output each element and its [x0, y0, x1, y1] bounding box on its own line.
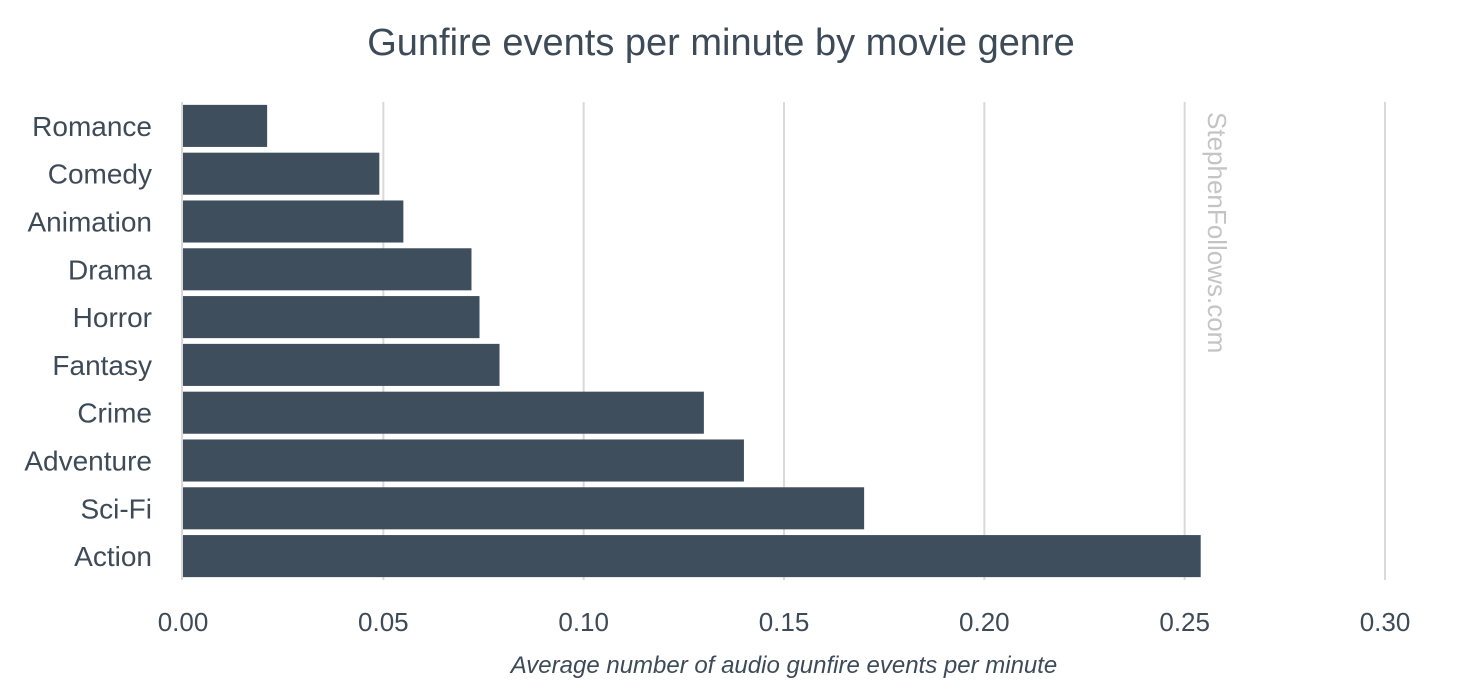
x-tick-label: 0.05	[358, 607, 409, 637]
bar-crime	[183, 391, 704, 434]
watermark: StephenFollows.com	[1202, 112, 1232, 353]
category-label: Fantasy	[52, 350, 152, 381]
chart-title: Gunfire events per minute by movie genre	[367, 22, 1075, 64]
bars	[183, 104, 1201, 578]
category-label: Adventure	[24, 446, 152, 477]
bar-action	[183, 535, 1201, 578]
category-label: Animation	[27, 207, 152, 238]
category-label: Romance	[32, 111, 152, 142]
x-tick-label: 0.00	[158, 607, 209, 637]
bar-animation	[183, 200, 404, 243]
x-tick-label: 0.20	[959, 607, 1010, 637]
bar-sci-fi	[183, 487, 865, 530]
bar-horror	[183, 296, 480, 339]
bar-fantasy	[183, 343, 500, 386]
category-label: Horror	[73, 302, 152, 333]
bar-romance	[183, 104, 268, 147]
x-tick-label: 0.10	[558, 607, 609, 637]
category-label: Comedy	[48, 159, 152, 190]
x-tick-label: 0.25	[1159, 607, 1210, 637]
category-labels: Romance Comedy Animation Drama Horror Fantasy…	[24, 111, 152, 572]
category-label: Sci-Fi	[80, 493, 152, 524]
category-label: Action	[74, 541, 152, 572]
gridlines	[181, 102, 1386, 580]
category-label: Crime	[77, 398, 152, 429]
bar-drama	[183, 248, 472, 291]
x-tick-label: 0.15	[759, 607, 810, 637]
bar-adventure	[183, 439, 744, 482]
x-axis-label: Average number of audio gunfire events p…	[509, 652, 1058, 679]
bar-comedy	[183, 152, 380, 195]
x-tick-labels: 0.00 0.05 0.10 0.15 0.20 0.25 0.30	[158, 607, 1411, 637]
x-tick-label: 0.30	[1360, 607, 1411, 637]
category-label: Drama	[68, 254, 152, 285]
